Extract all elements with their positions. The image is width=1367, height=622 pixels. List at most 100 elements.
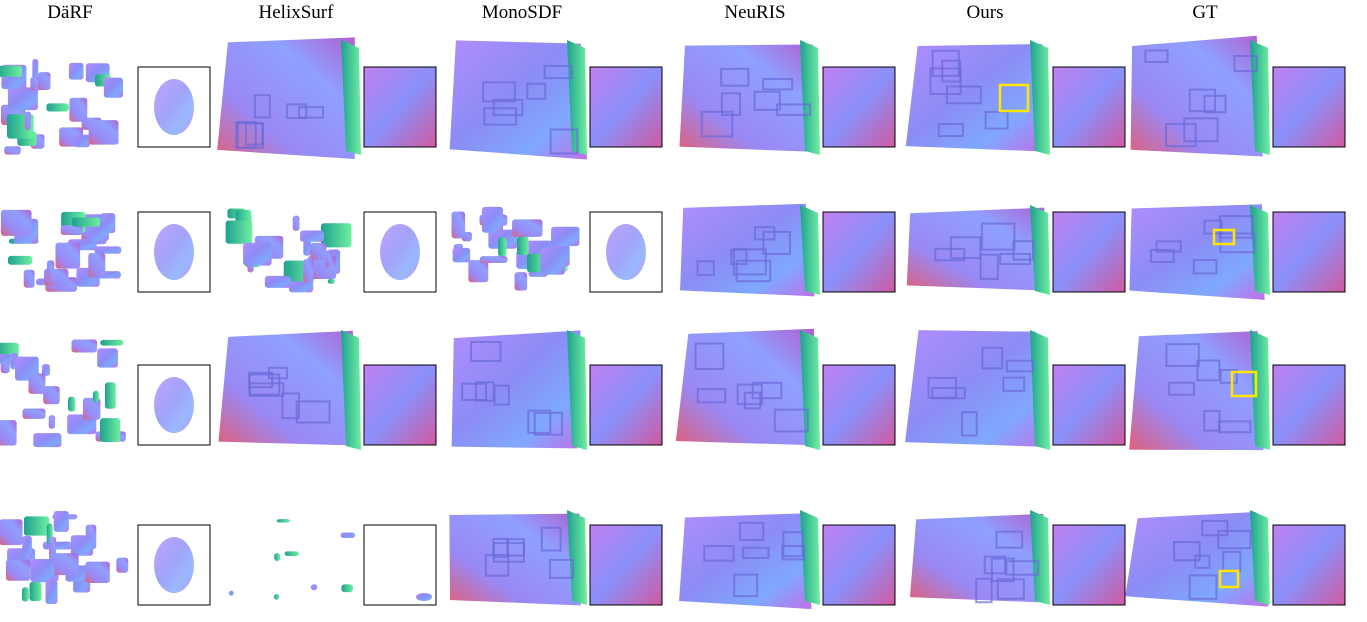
mesh-fragment: [229, 591, 234, 596]
mesh-fragment: [328, 279, 335, 284]
zoom-inset: [364, 525, 436, 605]
mesh-fragment: [498, 238, 506, 257]
mesh-floor: [679, 44, 814, 151]
mesh-floor: [218, 331, 360, 446]
mesh-floor: [906, 44, 1042, 151]
mesh-floor: [1131, 36, 1263, 157]
mesh-fragment: [54, 511, 69, 532]
mesh-fragment: [515, 272, 528, 291]
mesh-fragment: [49, 415, 55, 429]
mesh-fragment: [277, 519, 290, 522]
mesh-floor: [907, 208, 1050, 291]
mesh-fragment: [0, 420, 17, 445]
column-header: Ours: [967, 2, 1004, 23]
mesh-fragment: [300, 231, 324, 242]
mesh-fragment: [93, 391, 99, 403]
mesh-fragment: [341, 584, 353, 592]
zoom-inset: [1273, 67, 1345, 147]
mesh-fragment: [31, 559, 55, 582]
mesh-fragment: [8, 256, 32, 265]
column-header: MonoSDF: [482, 2, 562, 23]
mesh-fragment: [68, 397, 75, 412]
mesh-fragment: [0, 354, 12, 363]
mesh-fragment: [310, 243, 326, 260]
inset-fragment: [606, 224, 646, 280]
mesh-fragment: [1, 210, 32, 236]
zoom-inset: [364, 365, 436, 445]
mesh-fragment: [85, 562, 109, 583]
zoom-inset: [590, 67, 662, 147]
zoom-inset: [823, 212, 895, 292]
zoom-inset: [823, 67, 895, 147]
mesh-fragment: [55, 243, 80, 269]
mesh-fragment: [293, 216, 300, 231]
mesh-fragment: [97, 348, 118, 367]
inset-fragment: [154, 537, 194, 593]
mesh-fragment: [303, 259, 313, 283]
column-header: HelixSurf: [259, 2, 335, 23]
mesh-fragment: [22, 536, 32, 560]
mesh-fragment: [69, 98, 87, 122]
mesh-fragment: [28, 373, 45, 393]
mesh-fragment: [89, 120, 119, 144]
mesh-fragment: [69, 63, 84, 80]
zoom-inset: [1273, 212, 1345, 292]
mesh-fragment: [274, 594, 279, 600]
mesh-fragment: [4, 146, 21, 154]
zoom-inset: [1273, 365, 1345, 445]
mesh-fragment: [88, 253, 105, 277]
mesh-fragment: [100, 340, 123, 346]
inset-fragment: [380, 224, 420, 280]
mesh-fragment: [274, 553, 280, 561]
mesh-fragment: [311, 584, 318, 590]
mesh-fragment: [45, 581, 57, 604]
mesh-fragment: [22, 408, 45, 418]
zoom-inset: [823, 365, 895, 445]
mesh-fragment: [0, 519, 23, 545]
mesh-fragment: [22, 587, 29, 601]
mesh-fragment: [33, 433, 61, 447]
mesh-fragment: [105, 382, 116, 408]
mesh-fragment: [0, 66, 22, 77]
zoom-inset: [1053, 365, 1125, 445]
inset-fragment: [154, 377, 194, 433]
zoom-inset: [1273, 525, 1345, 605]
mesh-fragment: [46, 103, 68, 111]
mesh-fragment: [94, 246, 121, 253]
mesh-fragment: [47, 260, 54, 280]
zoom-inset: [364, 67, 436, 147]
mesh-fragment: [551, 227, 579, 246]
zoom-inset: [590, 365, 662, 445]
mesh-fragment: [453, 248, 471, 263]
mesh-fragment: [243, 243, 272, 266]
mesh-fragment: [74, 135, 90, 148]
mesh-fragment: [104, 78, 123, 98]
zoom-inset: [1053, 67, 1125, 147]
mesh-fragment: [25, 111, 31, 130]
mesh-fragment: [38, 72, 51, 90]
mesh-fragment: [265, 276, 291, 288]
mesh-fragment: [482, 207, 503, 233]
zoom-inset: [590, 525, 662, 605]
column-header: GT: [1192, 2, 1218, 23]
inset-fragment: [154, 224, 194, 280]
mesh-fragment: [24, 516, 49, 535]
mesh-fragment: [512, 219, 542, 237]
figure: DäRFHelixSurfMonoSDFNeuRISOursGT: [0, 0, 1367, 622]
mesh-fragment: [226, 220, 253, 243]
zoom-inset: [823, 525, 895, 605]
column-header: NeuRIS: [724, 2, 785, 23]
mesh-fragment: [100, 418, 120, 442]
zoom-inset: [1053, 525, 1125, 605]
mesh-fragment: [480, 256, 508, 263]
mesh-fragment: [29, 582, 41, 601]
inset-fragment: [154, 79, 194, 135]
mesh-fragment: [452, 212, 466, 239]
mesh-fragment: [541, 248, 565, 275]
zoom-inset: [1053, 212, 1125, 292]
mesh-fragment: [24, 270, 35, 288]
mesh-fragment: [71, 340, 97, 353]
mesh-fragment: [468, 260, 488, 282]
mesh-fragment: [72, 217, 100, 226]
mesh-fragment: [517, 236, 529, 255]
